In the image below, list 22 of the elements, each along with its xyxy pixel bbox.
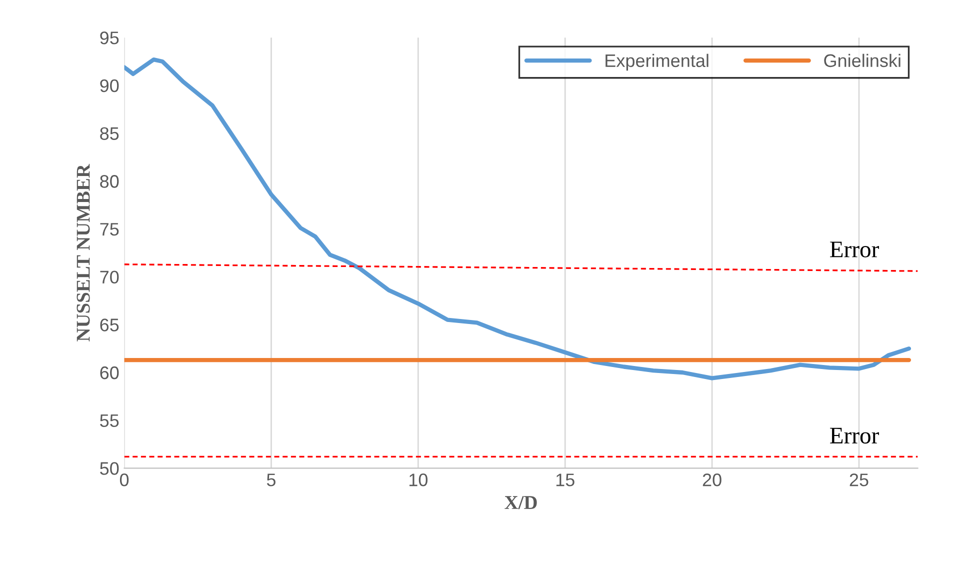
y-tick-label: 85 <box>100 127 119 140</box>
y-tick-label: 75 <box>100 223 119 236</box>
x-tick-label: 15 <box>556 474 574 486</box>
y-tick-label: 80 <box>100 175 119 188</box>
x-tick-label: 20 <box>702 474 722 486</box>
x-tick-label: 25 <box>850 474 868 486</box>
y-tick-label: 50 <box>100 462 119 475</box>
y-tick-label: 55 <box>100 414 119 428</box>
legend-label: Gnielinski <box>824 54 900 68</box>
annotation: Error <box>830 428 879 444</box>
y-tick-label: 65 <box>100 318 119 332</box>
y-tick-label: 60 <box>100 366 119 380</box>
y-tick-label: 70 <box>100 270 119 284</box>
annotation: Error <box>830 242 879 258</box>
y-tick-label: 90 <box>100 79 119 92</box>
legend-label: Experimental <box>606 54 708 71</box>
x-tick-label: 10 <box>410 474 428 486</box>
x-tick-label: 5 <box>266 474 276 486</box>
x-axis-title: X/D <box>504 496 537 510</box>
y-tick-label: 95 <box>100 32 119 44</box>
x-tick-label: 0 <box>120 474 129 486</box>
y-axis-title: NUSSELT NUMBER <box>76 164 90 342</box>
